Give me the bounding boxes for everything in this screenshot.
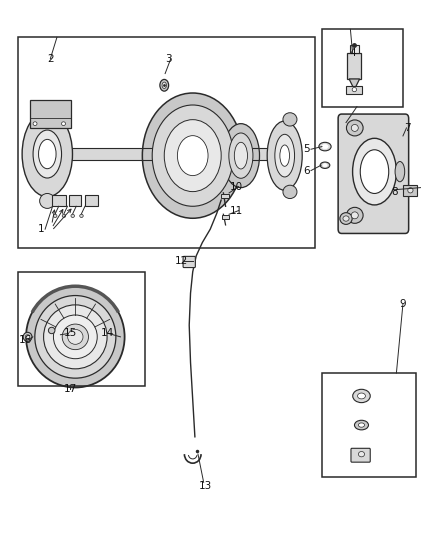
Bar <box>18 272 145 386</box>
Ellipse shape <box>71 214 74 217</box>
FancyBboxPatch shape <box>338 114 409 233</box>
Text: 17: 17 <box>64 384 77 394</box>
Ellipse shape <box>62 214 66 217</box>
Ellipse shape <box>44 305 107 369</box>
Ellipse shape <box>352 87 357 92</box>
Ellipse shape <box>222 124 259 188</box>
Bar <box>350 45 359 53</box>
Ellipse shape <box>408 188 413 193</box>
Bar <box>85 195 98 206</box>
Text: 3: 3 <box>165 54 172 63</box>
Text: 15: 15 <box>64 328 77 338</box>
Ellipse shape <box>164 120 221 192</box>
Text: 7: 7 <box>404 123 411 133</box>
Ellipse shape <box>33 122 37 126</box>
Text: 2: 2 <box>47 54 54 63</box>
Ellipse shape <box>39 193 55 208</box>
Ellipse shape <box>53 315 97 359</box>
Ellipse shape <box>234 142 247 169</box>
Ellipse shape <box>48 327 55 334</box>
Bar <box>222 215 229 219</box>
Ellipse shape <box>395 161 405 182</box>
Ellipse shape <box>351 125 358 132</box>
Ellipse shape <box>53 214 57 217</box>
Ellipse shape <box>319 142 331 151</box>
Text: 1: 1 <box>38 224 45 234</box>
Ellipse shape <box>323 164 327 167</box>
Bar <box>322 29 403 107</box>
Bar <box>64 148 158 160</box>
Bar <box>18 37 315 248</box>
Bar <box>221 194 229 198</box>
Ellipse shape <box>360 150 389 193</box>
Ellipse shape <box>354 420 368 430</box>
Ellipse shape <box>177 136 208 176</box>
Ellipse shape <box>267 121 302 190</box>
Ellipse shape <box>283 112 297 126</box>
Text: 6: 6 <box>303 166 310 175</box>
Ellipse shape <box>275 134 294 177</box>
Bar <box>232 148 267 160</box>
Ellipse shape <box>160 79 169 91</box>
Ellipse shape <box>35 295 116 378</box>
Ellipse shape <box>39 140 56 169</box>
Text: 13: 13 <box>199 481 212 491</box>
Ellipse shape <box>26 286 124 387</box>
Ellipse shape <box>322 144 328 149</box>
Ellipse shape <box>343 216 349 221</box>
Ellipse shape <box>162 82 166 88</box>
Ellipse shape <box>280 145 290 166</box>
Text: 14: 14 <box>101 328 114 338</box>
Ellipse shape <box>80 214 83 217</box>
Ellipse shape <box>33 130 61 178</box>
Ellipse shape <box>61 122 65 126</box>
Bar <box>52 195 66 206</box>
Ellipse shape <box>25 335 30 339</box>
Ellipse shape <box>23 333 32 341</box>
Text: 9: 9 <box>399 299 406 309</box>
Ellipse shape <box>353 138 396 205</box>
Polygon shape <box>349 79 360 90</box>
Ellipse shape <box>283 185 297 199</box>
Bar <box>322 373 416 477</box>
Bar <box>69 195 81 206</box>
Ellipse shape <box>357 393 365 399</box>
Text: 12: 12 <box>175 256 188 266</box>
Bar <box>346 86 362 94</box>
FancyBboxPatch shape <box>403 185 417 196</box>
Text: 16: 16 <box>19 335 32 345</box>
Ellipse shape <box>346 207 363 223</box>
Ellipse shape <box>340 213 352 224</box>
FancyBboxPatch shape <box>351 448 370 462</box>
Ellipse shape <box>358 451 364 457</box>
Ellipse shape <box>62 324 88 350</box>
Ellipse shape <box>358 423 364 427</box>
Text: 11: 11 <box>230 206 243 215</box>
Text: 10: 10 <box>230 182 243 191</box>
Ellipse shape <box>152 105 233 206</box>
Ellipse shape <box>320 162 330 168</box>
Ellipse shape <box>353 389 370 402</box>
Text: 5: 5 <box>303 144 310 154</box>
Ellipse shape <box>142 93 243 219</box>
Ellipse shape <box>22 111 73 197</box>
FancyBboxPatch shape <box>183 256 195 268</box>
Ellipse shape <box>67 329 83 344</box>
Bar <box>347 53 361 79</box>
Ellipse shape <box>229 133 253 179</box>
Ellipse shape <box>346 120 363 136</box>
Text: 4: 4 <box>349 49 356 58</box>
Ellipse shape <box>351 212 358 219</box>
Bar <box>30 100 71 128</box>
Text: 8: 8 <box>391 187 398 197</box>
